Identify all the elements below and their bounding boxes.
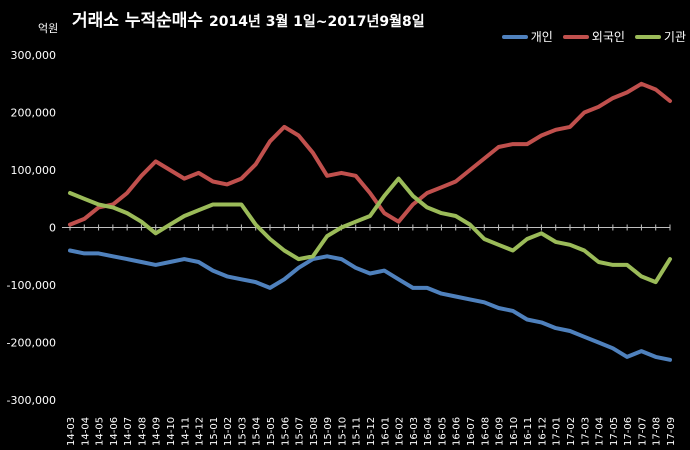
x-tick-label: 14-07 <box>123 417 134 446</box>
x-tick-label: 14-05 <box>95 417 106 446</box>
x-tick-label: 16-04 <box>423 417 434 446</box>
x-tick-label: 14-11 <box>180 417 191 446</box>
x-tick-label: 17-07 <box>637 417 648 446</box>
y-tick-label: -100,000 <box>7 279 56 292</box>
x-tick-label: 17-04 <box>595 417 606 446</box>
y-tick-label: 0 <box>49 222 56 235</box>
x-tick-label: 14-12 <box>195 417 206 446</box>
legend-item-foreign: 외국인 <box>562 28 625 45</box>
y-tick-label: 300,000 <box>11 49 57 62</box>
series-line-0 <box>68 248 672 362</box>
x-tick-label: 16-05 <box>437 417 448 446</box>
x-tick-label: 16-01 <box>380 417 391 446</box>
x-tick-label: 17-03 <box>580 417 591 446</box>
x-tick-label: 15-04 <box>252 417 263 446</box>
legend-item-individual: 개인 <box>501 28 553 45</box>
x-tick-label: 15-10 <box>337 417 348 446</box>
series-line-2 <box>68 176 672 285</box>
x-axis-ticks <box>69 224 671 231</box>
x-tick-label: 15-09 <box>323 417 334 446</box>
series-lines <box>68 81 672 362</box>
series-line-1 <box>68 81 672 227</box>
x-tick-label: 14-03 <box>66 417 77 446</box>
x-tick-label: 15-03 <box>237 417 248 446</box>
x-tick-label: 16-10 <box>509 417 520 446</box>
x-tick-label: 15-12 <box>366 417 377 446</box>
y-tick-label: -300,000 <box>7 394 56 407</box>
x-tick-label: 17-09 <box>666 417 677 446</box>
x-tick-label: 15-11 <box>352 417 363 446</box>
x-tick-label: 16-08 <box>480 417 491 446</box>
legend-label-foreign: 외국인 <box>591 30 625 44</box>
x-tick-label: 14-04 <box>80 417 91 446</box>
x-tick-label: 16-06 <box>452 417 463 446</box>
y-tick-label: 200,000 <box>11 107 57 120</box>
x-tick-label: 15-07 <box>295 417 306 446</box>
x-tick-label: 15-06 <box>280 417 291 446</box>
x-tick-label: 15-05 <box>266 417 277 446</box>
x-tick-label: 17-08 <box>652 417 663 446</box>
legend-label-institution: 기관 <box>663 30 686 44</box>
x-tick-label: 15-08 <box>309 417 320 446</box>
legend: 개인 외국인 기관 <box>501 28 686 45</box>
legend-swatch-foreign <box>562 34 589 39</box>
legend-swatch-institution <box>634 34 661 39</box>
x-tick-label: 17-06 <box>623 417 634 446</box>
legend-item-institution: 기관 <box>634 28 686 45</box>
chart-title-period: 2014년 3월 1일~2017년9월8일 <box>208 14 425 30</box>
x-tick-label: 17-02 <box>566 417 577 446</box>
chart-title: 거래소 누적순매수 2014년 3월 1일~2017년9월8일 <box>72 6 425 31</box>
y-tick-label: 100,000 <box>11 164 57 177</box>
x-tick-label: 16-12 <box>537 417 548 446</box>
legend-swatch-individual <box>501 34 528 39</box>
x-tick-label: 16-03 <box>409 417 420 446</box>
x-tick-label: 17-01 <box>552 417 563 446</box>
x-tick-label: 14-06 <box>109 417 120 446</box>
x-tick-label: 16-11 <box>523 417 534 446</box>
x-tick-label: 16-02 <box>395 417 406 446</box>
x-tick-label: 16-07 <box>466 417 477 446</box>
x-tick-label: 15-01 <box>209 417 220 446</box>
x-tick-label: 16-09 <box>495 417 506 446</box>
chart-title-main: 거래소 누적순매수 <box>72 11 204 31</box>
x-tick-label: 14-10 <box>166 417 177 446</box>
x-tick-label: 14-09 <box>152 417 163 446</box>
x-axis-labels: 14-03 14-04 14-05 14-06 14-07 14-08 14-09 14-10… <box>66 417 677 446</box>
x-tick-label: 15-02 <box>223 417 234 446</box>
y-axis-labels: 300,000 200,000 100,000 0 -100,000 -200,000 -3… <box>7 49 56 407</box>
y-tick-label: -200,000 <box>7 337 56 350</box>
legend-label-individual: 개인 <box>530 30 553 44</box>
unit-label: 억원 <box>38 22 59 35</box>
x-tick-label: 17-05 <box>609 417 620 446</box>
x-tick-label: 14-08 <box>137 417 148 446</box>
